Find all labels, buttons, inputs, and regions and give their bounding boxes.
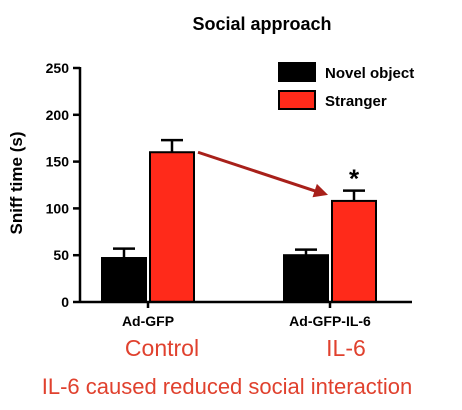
y-tick-label: 250 xyxy=(46,60,70,76)
legend-swatch xyxy=(278,62,316,82)
annotations xyxy=(197,150,328,198)
legend-swatch xyxy=(278,90,316,110)
y-tick-label: 0 xyxy=(61,294,69,310)
group-label-control: Control xyxy=(125,335,199,361)
legend: Novel object Stranger xyxy=(278,62,414,110)
y-tick-label: 150 xyxy=(46,154,70,170)
chart-title: Social approach xyxy=(192,14,331,34)
error-bars xyxy=(113,138,365,259)
y-tick-label: 200 xyxy=(46,107,70,123)
legend-label: Stranger xyxy=(325,93,387,110)
category-labels: Ad-GFP Ad-GFP-IL-6 xyxy=(122,313,371,329)
y-tick-label: 50 xyxy=(53,247,69,263)
significance-star: * xyxy=(349,164,360,194)
x-tick-label: Ad-GFP-IL-6 xyxy=(289,313,371,329)
bar xyxy=(331,199,377,303)
y-axis-label: Sniff time (s) xyxy=(7,132,26,235)
trend-arrow-shaft xyxy=(197,150,319,194)
bar xyxy=(283,254,329,303)
x-tick-label: Ad-GFP xyxy=(122,313,174,329)
y-axis-ticks: 0 50 100 150 200 250 xyxy=(46,60,332,310)
bar xyxy=(101,257,147,303)
bar xyxy=(149,151,195,303)
bars xyxy=(101,151,377,303)
caption: IL-6 caused reduced social interaction xyxy=(42,374,413,399)
group-label-il6: IL-6 xyxy=(326,335,366,361)
trend-arrow-head xyxy=(312,183,328,198)
y-tick-label: 100 xyxy=(46,200,70,216)
legend-label: Novel object xyxy=(325,65,414,82)
